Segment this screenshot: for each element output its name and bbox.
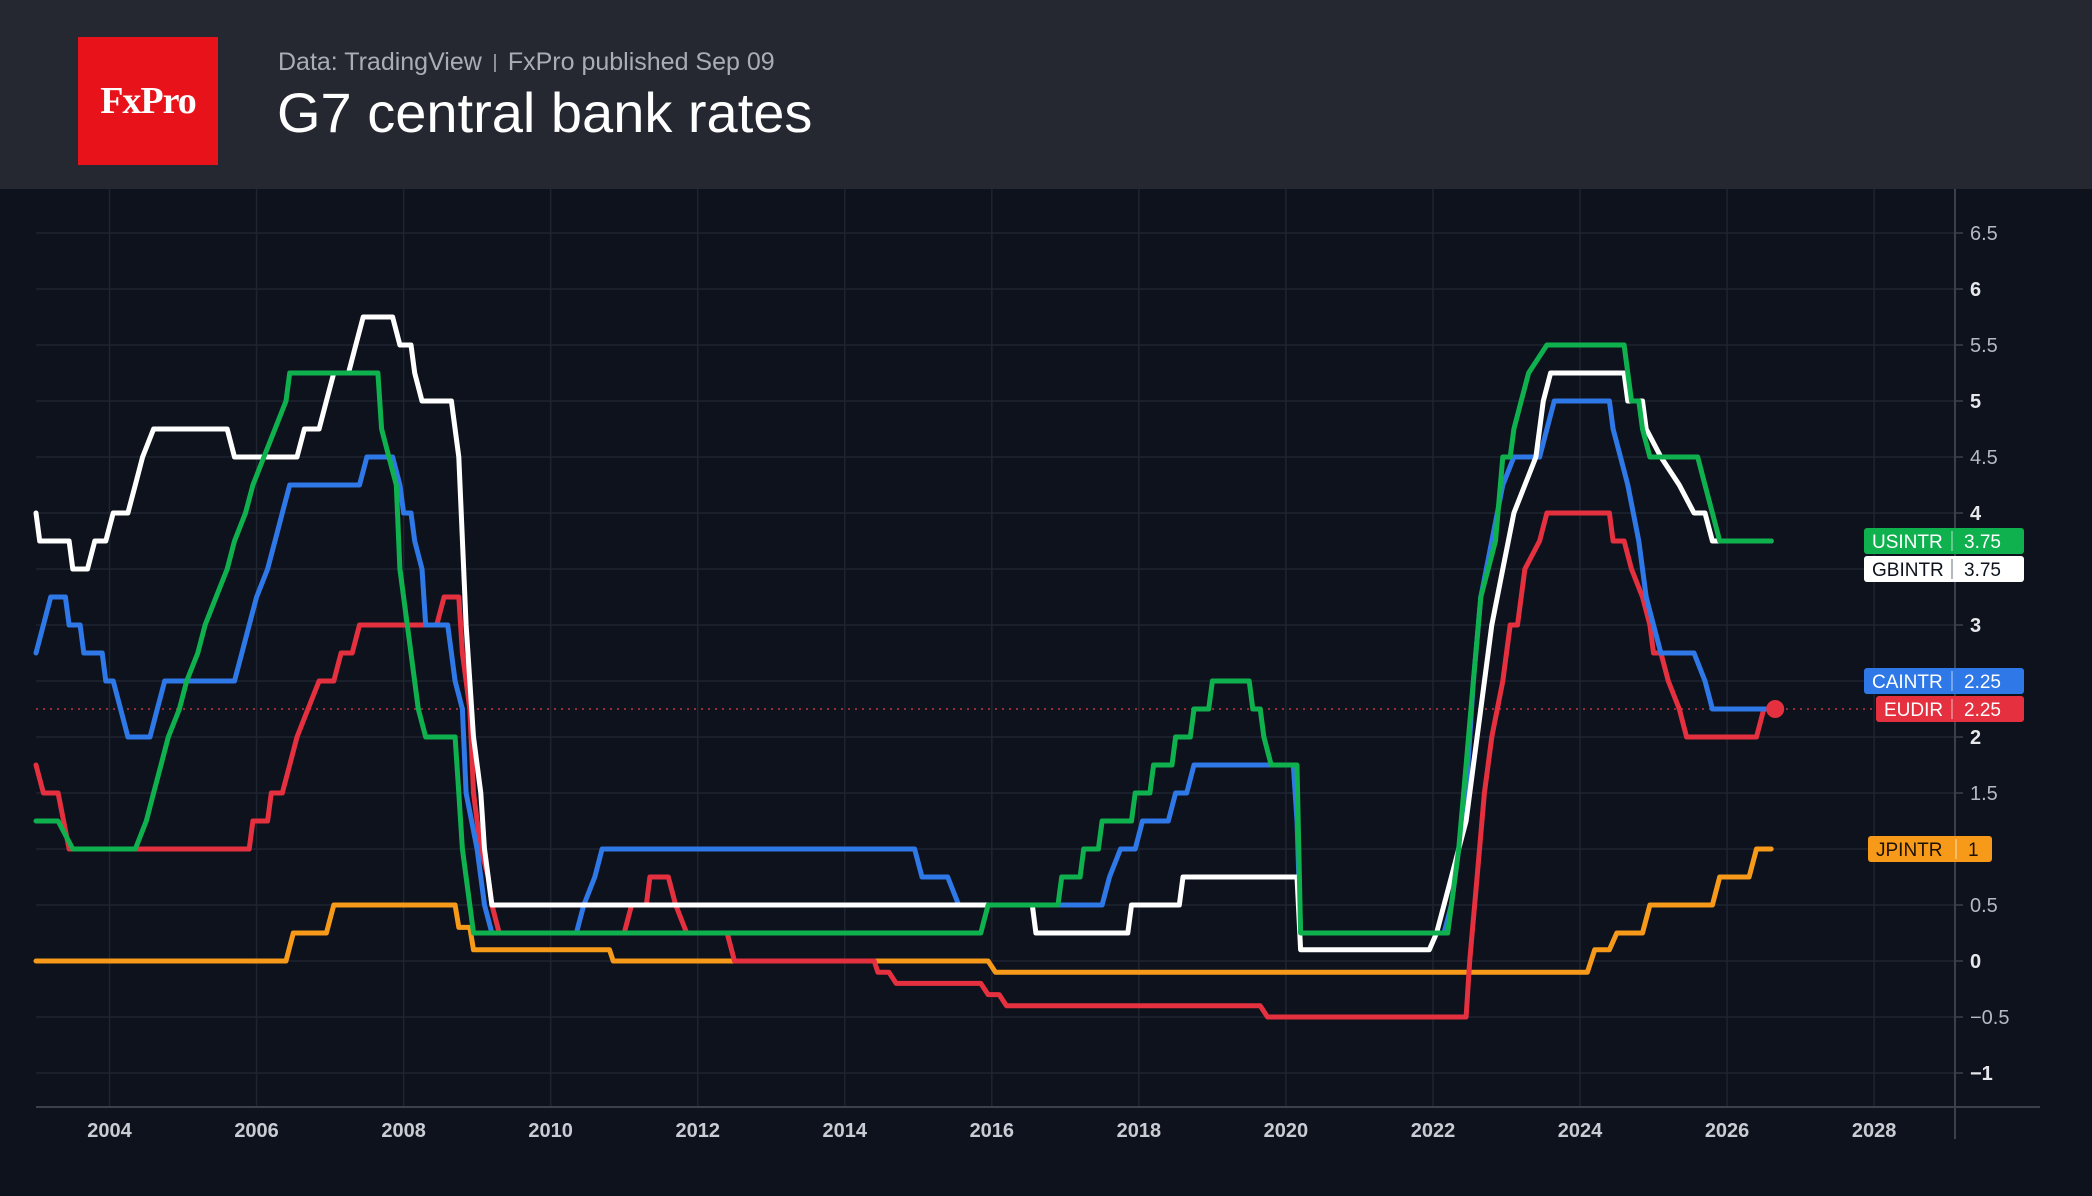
x-tick-label: 2014 — [823, 1120, 868, 1142]
chart-title: G7 central bank rates — [277, 81, 813, 144]
series-labels: USINTR 3.75 GBINTR 3.75 CAINTR 2.25 EUDIR 2.25 J… — [1864, 528, 2024, 862]
x-tick-label: 2008 — [381, 1120, 426, 1142]
series-name: EUDIR — [1884, 700, 1943, 721]
header-bar: FxPro Data: TradingView FxPro published … — [0, 0, 2092, 189]
series-name: GBINTR — [1872, 560, 1944, 581]
series-line-usintr — [33, 342, 1774, 936]
series-line-caintr — [33, 398, 1774, 936]
series-line-gbintr — [33, 314, 1774, 953]
x-tick-label: 2012 — [675, 1120, 720, 1142]
label-box — [1868, 836, 1992, 862]
series-value: 1 — [1968, 840, 1979, 861]
series-label-gbintr: GBINTR 3.75 — [1864, 556, 2024, 582]
series-value: 3.75 — [1964, 560, 2001, 581]
series-value: 2.25 — [1964, 700, 2001, 721]
y-tick-label: −0.5 — [1970, 1007, 2009, 1029]
series-label-caintr: CAINTR 2.25 — [1864, 668, 2024, 694]
series-label-usintr: USINTR 3.75 — [1864, 528, 2024, 554]
label-box — [1864, 528, 2024, 554]
rates-chart: 6.565.554.543.532.521.510.50−0.5−1200420… — [33, 189, 2040, 1142]
label-box — [1864, 668, 2024, 694]
y-tick-label: 3 — [1970, 615, 1981, 637]
series-label-eudir: EUDIR 2.25 — [1876, 696, 2024, 722]
x-tick-label: 2006 — [234, 1120, 279, 1142]
y-tick-label: 6 — [1970, 279, 1981, 301]
x-tick-label: 2010 — [528, 1120, 573, 1142]
x-tick-label: 2024 — [1558, 1120, 1603, 1142]
label-box — [1864, 556, 2024, 582]
x-tick-label: 2022 — [1411, 1120, 1456, 1142]
y-tick-label: 5.5 — [1970, 335, 1998, 357]
source-line: Data: TradingView FxPro published Sep 09 — [278, 48, 775, 77]
y-tick-label: 0 — [1970, 951, 1981, 973]
logo-text: FxPro — [100, 80, 197, 122]
label-box — [1876, 696, 2024, 722]
x-tick-label: 2018 — [1117, 1120, 1162, 1142]
last-value-marker — [1766, 700, 1785, 718]
y-tick-label: 4 — [1970, 503, 1982, 525]
series-label-jpintr: JPINTR 1 — [1868, 836, 1992, 862]
y-tick-label: 5 — [1970, 391, 1981, 413]
series-name: USINTR — [1872, 532, 1943, 553]
y-tick-label: 6.5 — [1970, 223, 1998, 245]
series-line-jpintr — [33, 846, 1774, 975]
y-tick-label: 1.5 — [1970, 783, 1998, 805]
fxpro-logo: FxPro — [78, 37, 218, 165]
y-tick-label: 2 — [1970, 727, 1981, 749]
data-source: Data: TradingView — [278, 48, 482, 76]
published-date: FxPro published Sep 09 — [507, 48, 775, 76]
y-tick-label: 4.5 — [1970, 447, 1998, 469]
series-name: JPINTR — [1876, 840, 1943, 861]
series-value: 3.75 — [1964, 532, 2001, 553]
x-tick-label: 2028 — [1852, 1120, 1897, 1142]
series-name: CAINTR — [1872, 672, 1943, 693]
x-tick-label: 2026 — [1705, 1120, 1750, 1142]
y-tick-label: 0.5 — [1970, 895, 1998, 917]
series-line-eudir — [33, 510, 1774, 1020]
series-lines — [33, 314, 1785, 1020]
series-value: 2.25 — [1964, 672, 2001, 693]
x-tick-label: 2016 — [970, 1120, 1015, 1142]
x-tick-label: 2004 — [87, 1120, 132, 1142]
divider — [493, 53, 496, 72]
x-tick-label: 2020 — [1264, 1120, 1309, 1142]
y-tick-label: −1 — [1970, 1063, 1993, 1085]
